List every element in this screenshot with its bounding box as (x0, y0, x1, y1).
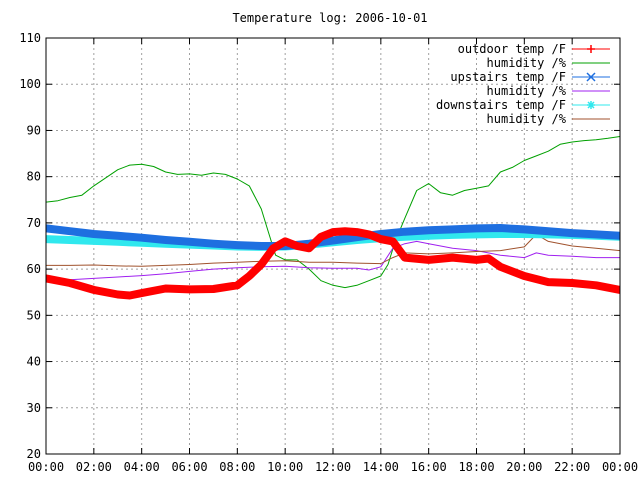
plus-marker-icon (587, 45, 595, 53)
y-tick-label: 50 (27, 308, 41, 322)
y-tick-label: 100 (19, 77, 41, 91)
legend-label: downstairs temp /F (436, 98, 566, 112)
legend-label: humidity /% (487, 56, 567, 70)
y-tick-label: 30 (27, 401, 41, 415)
y-tick-label: 70 (27, 216, 41, 230)
y-tick-label: 110 (19, 31, 41, 45)
star-marker-icon (587, 101, 595, 109)
x-tick-label: 12:00 (315, 460, 351, 474)
x-tick-label: 04:00 (124, 460, 160, 474)
x-tick-label: 08:00 (219, 460, 255, 474)
series-line-6 (46, 233, 620, 267)
x-tick-label: 18:00 (458, 460, 494, 474)
legend-label: humidity /% (487, 84, 567, 98)
series-line-4 (46, 240, 620, 282)
x-tick-label: 00:00 (28, 460, 64, 474)
legend-label: humidity /% (487, 112, 567, 126)
grid (46, 38, 620, 454)
y-tick-label: 60 (27, 262, 41, 276)
cross-marker-icon (586, 72, 596, 82)
series-line-1 (46, 227, 620, 300)
series-line-2 (46, 136, 620, 289)
x-tick-label: 16:00 (411, 460, 447, 474)
x-tick-label: 22:00 (554, 460, 590, 474)
x-tick-label: 00:00 (602, 460, 638, 474)
y-tick-label: 80 (27, 170, 41, 184)
x-tick-label: 14:00 (363, 460, 399, 474)
x-tick-label: 20:00 (506, 460, 542, 474)
legend-label: upstairs temp /F (450, 70, 566, 84)
x-tick-label: 06:00 (171, 460, 207, 474)
y-tick-label: 40 (27, 355, 41, 369)
series-line-3 (46, 224, 620, 250)
y-tick-label: 20 (27, 447, 41, 461)
chart-title: Temperature log: 2006-10-01 (232, 11, 427, 25)
x-tick-label: 10:00 (267, 460, 303, 474)
axis-ticks: 20 30 40 50 60 70 80 90 100 110 00:00 02:00 04:00 06:… (19, 31, 638, 474)
legend-label: outdoor temp /F (458, 42, 566, 56)
series-layer (46, 136, 620, 300)
y-tick-label: 90 (27, 123, 41, 137)
x-tick-label: 02:00 (76, 460, 112, 474)
